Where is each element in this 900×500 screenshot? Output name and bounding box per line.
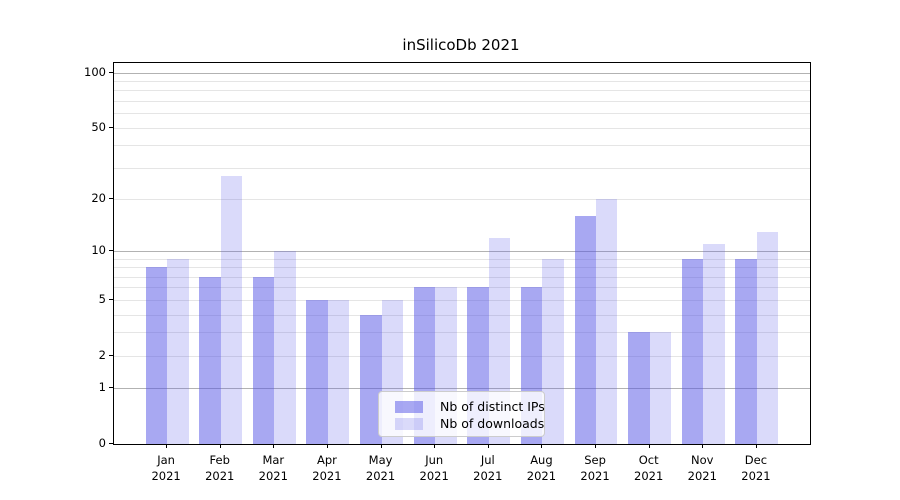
bar-distinct-ips-nov xyxy=(681,258,704,444)
chart-title: inSilicoDb 2021 xyxy=(402,36,520,54)
legend-label-distinct-ips: Nb of distinct IPs xyxy=(440,399,545,414)
x-tick xyxy=(541,444,543,448)
x-tick-label: Feb 2021 xyxy=(205,453,235,483)
y-tick-label: 2 xyxy=(98,347,106,362)
x-tick xyxy=(273,444,275,448)
x-tick-label: Jan 2021 xyxy=(151,453,181,483)
gridline-minor xyxy=(114,267,810,269)
y-tick-label: 10 xyxy=(91,243,106,258)
y-tick xyxy=(109,250,113,252)
gridline-minor xyxy=(114,287,810,289)
x-tick xyxy=(166,444,168,448)
x-tick-label: Jul 2021 xyxy=(473,453,503,483)
legend-entry-downloads: Nb of downloads xyxy=(395,416,544,432)
legend: Nb of distinct IPs Nb of downloads xyxy=(378,391,545,437)
gridline-minor xyxy=(114,199,810,201)
bar-distinct-ips-sep xyxy=(574,216,597,444)
legend-swatch-distinct-ips xyxy=(395,401,423,413)
bar-downloads-jan xyxy=(167,258,189,444)
y-tick xyxy=(109,198,113,200)
x-tick xyxy=(487,444,489,448)
x-tick-label: Oct 2021 xyxy=(634,453,664,483)
bar-distinct-ips-mar xyxy=(252,276,275,444)
bar-downloads-dec xyxy=(756,231,779,444)
gridline-major xyxy=(114,251,810,253)
x-tick xyxy=(434,444,436,448)
y-tick-label: 50 xyxy=(91,119,106,134)
bar-distinct-ips-feb xyxy=(199,276,221,444)
gridline-minor xyxy=(114,276,810,278)
y-tick-label: 5 xyxy=(98,291,106,306)
x-tick xyxy=(648,444,650,448)
bar-downloads-oct xyxy=(649,332,672,444)
gridline-minor xyxy=(114,314,810,316)
gridline-major xyxy=(114,72,810,74)
legend-entry-distinct-ips: Nb of distinct IPs xyxy=(395,399,545,415)
gridline-minor xyxy=(114,332,810,334)
legend-swatch-downloads xyxy=(395,418,423,430)
y-tick-label: 100 xyxy=(84,64,106,79)
gridline-minor xyxy=(114,81,810,83)
y-tick-label: 1 xyxy=(98,380,106,395)
y-tick-label: 0 xyxy=(98,436,106,450)
x-tick-label: May 2021 xyxy=(365,453,396,483)
gridline-minor xyxy=(114,258,810,260)
x-tick-label: Mar 2021 xyxy=(258,453,288,483)
x-tick xyxy=(595,444,597,448)
bar-distinct-ips-apr xyxy=(306,299,328,444)
gridline-minor xyxy=(114,299,810,301)
bar-downloads-nov xyxy=(703,244,725,444)
gridline-minor xyxy=(114,355,810,357)
x-tick-label: Dec 2021 xyxy=(741,453,771,483)
y-tick xyxy=(109,298,113,300)
gridline-minor xyxy=(114,167,810,169)
gridline-minor xyxy=(114,90,810,92)
gridline-minor xyxy=(114,145,810,147)
bar-downloads-sep xyxy=(596,199,618,444)
bar-downloads-feb xyxy=(220,175,243,444)
gridline-minor xyxy=(114,101,810,103)
plot-area xyxy=(113,62,811,445)
y-tick xyxy=(109,387,113,389)
x-tick-label: Nov 2021 xyxy=(687,453,717,483)
x-tick xyxy=(702,444,704,448)
bar-distinct-ips-oct xyxy=(628,332,650,444)
y-tick-label: 20 xyxy=(91,191,106,206)
bar-distinct-ips-may xyxy=(360,314,382,444)
y-tick xyxy=(109,443,113,444)
x-tick-label: Sep 2021 xyxy=(580,453,610,483)
y-tick xyxy=(109,71,113,73)
gridline-minor xyxy=(114,127,810,129)
bar-distinct-ips-jan xyxy=(145,267,168,444)
x-tick xyxy=(219,444,221,448)
x-tick-label: Aug 2021 xyxy=(526,453,557,483)
legend-label-downloads: Nb of downloads xyxy=(440,416,545,431)
bar-downloads-aug xyxy=(542,258,564,444)
y-tick xyxy=(109,126,113,128)
y-tick xyxy=(109,354,113,356)
bar-downloads-apr xyxy=(327,299,350,444)
gridline-minor xyxy=(114,113,810,115)
x-tick-label: Jun 2021 xyxy=(419,453,449,483)
gridline-major xyxy=(114,388,810,390)
x-tick xyxy=(755,444,757,448)
x-tick-label: Apr 2021 xyxy=(312,453,342,483)
x-tick xyxy=(326,444,328,448)
x-tick xyxy=(380,444,382,448)
bar-downloads-mar xyxy=(274,251,296,444)
bar-distinct-ips-dec xyxy=(735,258,757,444)
